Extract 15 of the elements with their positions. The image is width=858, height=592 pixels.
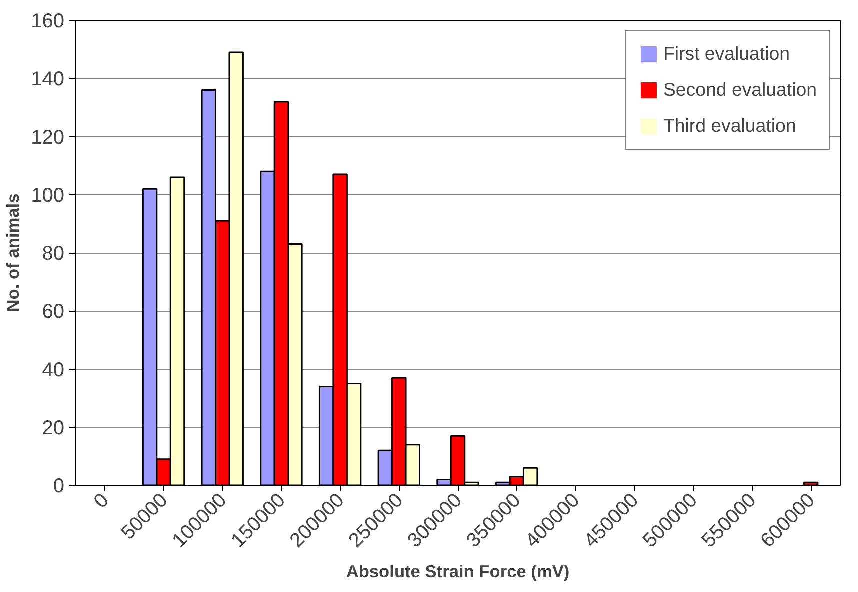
y-tick-label: 160: [31, 10, 65, 32]
x-tick-label: 0: [90, 489, 114, 513]
y-tick-label: 20: [42, 417, 65, 440]
legend-label: First evaluation: [663, 43, 790, 65]
y-tick-label: 120: [31, 126, 65, 149]
y-tick-label: 140: [31, 68, 65, 91]
legend-label: Third evaluation: [663, 115, 796, 137]
x-axis-title: Absolute Strain Force (mV): [346, 562, 570, 582]
y-tick-label: 100: [31, 184, 65, 207]
y-tick-label: 0: [53, 476, 64, 498]
y-axis-title: No. of animals: [3, 194, 24, 312]
y-tick-label: 60: [42, 301, 65, 324]
y-tick-label: 80: [42, 243, 65, 265]
y-tick-label: 40: [42, 359, 65, 382]
legend-label: Second evaluation: [663, 79, 817, 101]
